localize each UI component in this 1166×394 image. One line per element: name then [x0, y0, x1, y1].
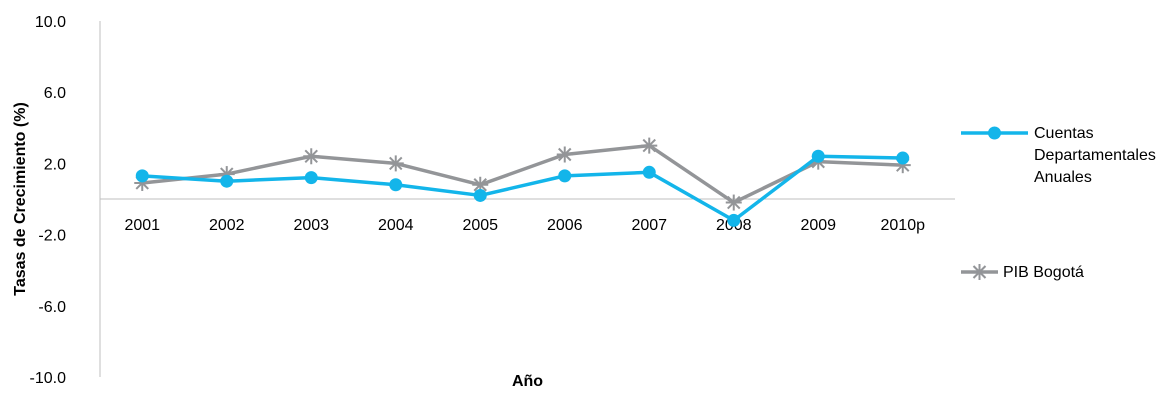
series-line-pib — [142, 143, 903, 205]
star-marker-stroke — [304, 149, 318, 163]
x-axis-title: Año — [512, 373, 543, 389]
y-tick-label: -6.0 — [38, 299, 66, 316]
star-marker-stroke — [558, 147, 572, 162]
series-line-cuentas — [142, 154, 903, 223]
star-marker-stroke — [473, 178, 487, 192]
data-point-cuentas — [558, 169, 572, 183]
y-tick-label: 2.0 — [44, 156, 66, 173]
legend-swatch-marker — [971, 264, 988, 280]
y-tick-labels: 10.0 6.0 2.0 -2.0 -6.0 -10.0 — [30, 14, 67, 387]
x-tick-label: 2001 — [124, 217, 160, 234]
x-tick-labels: 2001200220032004200520062007200820092010… — [124, 217, 925, 234]
x-tick-label: 2006 — [547, 217, 583, 234]
data-point-cuentas — [896, 151, 910, 165]
x-tick-label: 2003 — [293, 217, 329, 234]
star-marker-stroke — [972, 265, 987, 279]
y-tick-label: -10.0 — [30, 370, 67, 387]
data-point-pib — [387, 155, 404, 172]
series-cuentas — [135, 149, 910, 227]
y-tick-label: -2.0 — [38, 228, 66, 245]
series-layer — [134, 137, 911, 227]
x-tick-label: 2002 — [209, 217, 245, 234]
x-tick-label: 2005 — [462, 217, 498, 234]
data-point-cuentas — [304, 171, 318, 185]
data-point-cuentas — [811, 149, 825, 163]
x-tick-label: 2010p — [881, 217, 926, 234]
x-tick-label: 2004 — [378, 217, 414, 234]
legend-item-pib: PIB Bogotá — [961, 264, 1084, 281]
legend-label: Cuentas — [1034, 125, 1094, 142]
legend: Cuentas Departamentales Anuales PIB Bogotá — [961, 125, 1156, 281]
x-tick-label: 2009 — [800, 217, 836, 234]
data-point-pib — [641, 137, 658, 154]
legend-label: Departamentales — [1034, 147, 1156, 164]
legend-label: PIB Bogotá — [1003, 264, 1084, 281]
data-point-cuentas — [389, 178, 403, 192]
data-point-pib — [725, 194, 742, 211]
y-tick-label: 6.0 — [44, 85, 66, 102]
legend-item-cuentas: Cuentas Departamentales Anuales — [961, 125, 1156, 186]
data-point-cuentas — [135, 169, 149, 183]
y-axis-title: Tasas de Crecimiento (%) — [12, 102, 29, 296]
legend-label: Anuales — [1034, 169, 1092, 186]
data-point-pib — [472, 176, 489, 193]
y-tick-label: 10.0 — [35, 14, 66, 31]
star-marker-stroke — [389, 156, 403, 171]
legend-swatch-marker — [988, 126, 1001, 140]
data-point-cuentas — [642, 165, 656, 179]
data-point-cuentas — [220, 174, 234, 188]
star-marker-stroke — [642, 138, 656, 153]
data-point-pib — [556, 146, 573, 163]
data-point-cuentas — [727, 213, 741, 227]
star-marker-stroke — [727, 195, 741, 210]
data-point-pib — [303, 148, 320, 165]
data-point-cuentas — [473, 188, 487, 202]
x-tick-label: 2007 — [631, 217, 667, 234]
